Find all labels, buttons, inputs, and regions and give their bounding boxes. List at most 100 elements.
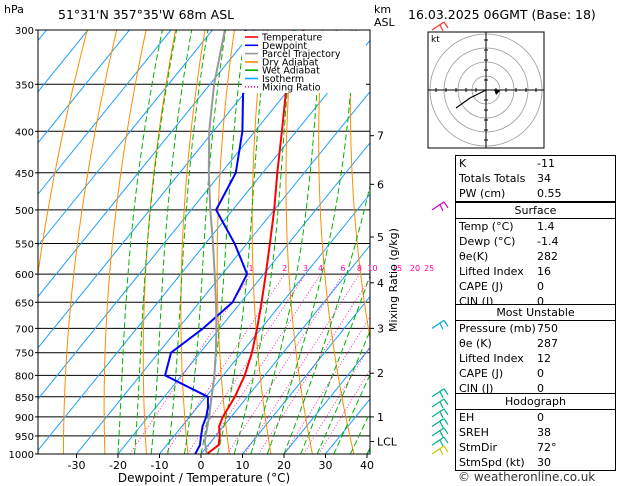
pressure-tick-label: 850 xyxy=(15,393,34,404)
most-unstable-title: Most Unstable xyxy=(456,305,615,321)
legend-label: Mixing Ratio xyxy=(262,82,321,93)
isotherm xyxy=(38,30,89,93)
wind-barb-feather xyxy=(439,323,444,330)
wind-barb xyxy=(431,436,445,446)
table-row: K -11 xyxy=(456,156,615,171)
wind-barb-feather xyxy=(439,401,444,409)
hodograph-trace xyxy=(455,89,487,109)
row-value: 0 xyxy=(537,382,544,395)
table-row: SREH 38 xyxy=(456,425,615,440)
wind-barb-feather xyxy=(443,388,449,396)
wind-barb-feather xyxy=(439,411,444,419)
wet-adiabat xyxy=(134,30,178,454)
km-tick-label: 5 xyxy=(377,231,384,244)
run-title: 16.03.2025 06GMT (Base: 18) xyxy=(408,7,596,22)
row-label: Pressure (mb) xyxy=(459,322,536,335)
dry-adiabat xyxy=(318,30,355,454)
mixing-ratio-line xyxy=(258,277,370,454)
wind-barbs xyxy=(431,21,449,456)
row-value: 72° xyxy=(537,441,557,454)
temp-tick-label: 30 xyxy=(319,459,333,472)
hodograph-rows: EH 0 SREH 38 StmDir 72° StmSpd (kt) 30 xyxy=(456,410,615,470)
surface-title: Surface xyxy=(456,203,615,219)
legend-label: Dewpoint xyxy=(262,41,307,52)
isotherm xyxy=(38,30,130,144)
wet-adiabat xyxy=(150,30,193,454)
row-value: 38 xyxy=(537,426,551,439)
mixing-ratio-line xyxy=(284,316,370,454)
axes: 1 2 3 4 6 8 10 15 20 2530035040045050055060065070… xyxy=(9,26,435,485)
wind-barb-feather xyxy=(439,24,444,32)
row-label: Temp (°C) xyxy=(459,220,514,233)
wind-barb xyxy=(431,319,445,329)
table-row: θe(K) 282 xyxy=(456,249,615,264)
wind-barb xyxy=(431,201,445,211)
pressure-tick-label: 600 xyxy=(15,270,34,281)
wind-barb-feather xyxy=(443,320,449,327)
wind-barb xyxy=(431,418,445,428)
row-value: 0 xyxy=(537,295,544,308)
table-row: EH 0 xyxy=(456,410,615,425)
wet-adiabat xyxy=(316,329,370,454)
wet-adiabat xyxy=(233,30,294,454)
mixing-ratio-label: 10 xyxy=(367,264,377,273)
mixing-ratio-line xyxy=(244,273,360,454)
row-label: Lifted Index xyxy=(459,265,524,278)
isotherm xyxy=(159,193,370,454)
pressure-tick-label: 650 xyxy=(15,298,34,309)
row-value: 0 xyxy=(537,367,544,380)
wind-barb-feather xyxy=(443,398,449,406)
row-label: CIN (J) xyxy=(459,382,494,395)
table-row: Lifted Index 12 xyxy=(456,351,615,366)
row-value: 16 xyxy=(537,265,551,278)
plot-frame xyxy=(37,29,371,455)
asl-unit: ASL xyxy=(374,16,395,29)
isotherm xyxy=(38,30,296,349)
row-label: Dewp (°C) xyxy=(459,235,516,248)
parcel-trajectory-line xyxy=(203,30,226,454)
table-row: Temp (°C) 1.4 xyxy=(456,219,615,234)
row-label: EH xyxy=(459,411,475,424)
mixing-ratio-label: 4 xyxy=(318,264,323,273)
row-value: 34 xyxy=(537,172,551,185)
wind-barb-feather xyxy=(443,201,449,209)
mixing-ratio-line xyxy=(318,369,370,454)
row-value: 1.4 xyxy=(537,220,555,233)
legend-label: Parcel Trajectory xyxy=(262,49,341,60)
wind-barb-feather xyxy=(439,391,444,399)
wind-barb-feather xyxy=(439,439,444,447)
mixing-ratio-line xyxy=(187,273,306,454)
pressure-tick-label: 450 xyxy=(15,169,34,180)
dry-adiabat xyxy=(62,30,118,454)
pressure-tick-label: 500 xyxy=(15,206,34,217)
indices-table: K -11 Totals Totals 34 PW (cm) 0.55 xyxy=(455,155,616,202)
dry-adiabat xyxy=(216,30,235,454)
km-tick-label: 3 xyxy=(377,322,384,335)
isotherm xyxy=(38,39,370,452)
y-axis-label: Mixing Ratio (g/kg) xyxy=(387,228,400,332)
table-row: StmDir 72° xyxy=(456,440,615,455)
dry-adiabat xyxy=(142,30,177,454)
row-value: 282 xyxy=(537,250,558,263)
mixing-ratio-label: 3 xyxy=(303,264,308,273)
table-row: Dewp (°C) -1.4 xyxy=(456,234,615,249)
wind-barb xyxy=(431,445,445,455)
table-row: CIN (J) 0 xyxy=(456,381,615,396)
wind-barb-feather xyxy=(443,408,449,416)
storm-motion-marker xyxy=(494,89,500,95)
wet-adiabat xyxy=(183,30,227,454)
pressure-tick-label: 400 xyxy=(15,127,34,138)
wind-barb xyxy=(431,21,445,31)
dry-adiabat xyxy=(251,30,272,454)
pressure-tick-label: 550 xyxy=(15,239,34,250)
table-row: CAPE (J) 0 xyxy=(456,366,615,381)
hodograph: kt xyxy=(427,31,545,149)
dry-adiabat xyxy=(180,30,206,454)
table-row: Pressure (mb) 750 xyxy=(456,321,615,336)
mixing-ratio-label: 1 xyxy=(248,264,253,273)
table-row: Lifted Index 16 xyxy=(456,264,615,279)
row-value: 12 xyxy=(537,352,551,365)
mixing-ratio-label: 20 xyxy=(410,264,420,273)
temp-tick-label: -30 xyxy=(68,459,86,472)
